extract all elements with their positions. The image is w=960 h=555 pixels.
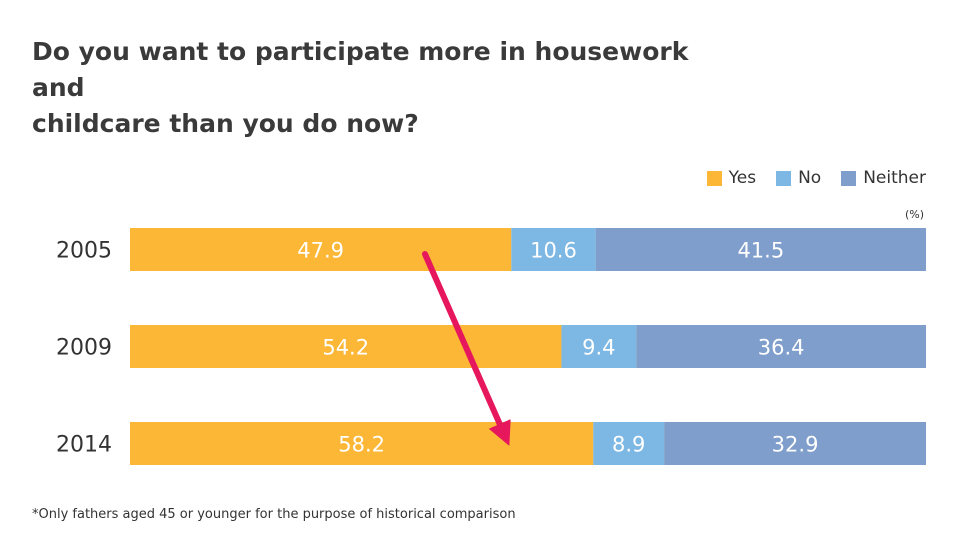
bar-no-2005	[511, 228, 596, 271]
footnote: *Only fathers aged 45 or younger for the…	[32, 507, 516, 522]
data-label-neither-2009: 36.4	[758, 336, 805, 360]
data-label-no-2009: 9.4	[582, 336, 615, 360]
legend-item-yes: Yes	[706, 168, 757, 188]
legend: Yes No Neither	[687, 168, 926, 188]
data-label-neither-2014: 32.9	[772, 433, 819, 457]
bar-no-2014	[593, 422, 665, 465]
data-label-yes-2014: 58.2	[338, 433, 385, 457]
category-label-2014: 2014	[56, 433, 112, 458]
data-label-yes-2005: 47.9	[297, 239, 344, 263]
trend-arrow-annotation	[422, 251, 511, 446]
bar-yes-2009	[130, 325, 562, 368]
bar-neither-2009	[636, 325, 926, 368]
data-label-no-2005: 10.6	[530, 239, 577, 263]
legend-swatch-neither	[841, 170, 857, 186]
chart-title-line-2: childcare than you do now?	[32, 109, 419, 138]
bar-neither-2014	[664, 422, 926, 465]
legend-item-no: No	[776, 168, 821, 188]
legend-label-neither: Neither	[863, 168, 926, 188]
legend-item-neither: Neither	[841, 168, 926, 188]
legend-swatch-yes	[706, 170, 722, 186]
unit-label: (%)	[904, 208, 924, 221]
legend-label-yes: Yes	[728, 168, 757, 188]
bar-yes-2005	[130, 228, 512, 271]
legend-label-no: No	[798, 168, 822, 188]
bar-yes-2014	[130, 422, 594, 465]
data-label-neither-2005: 41.5	[737, 239, 784, 263]
bar-neither-2005	[595, 228, 926, 271]
category-label-2005: 2005	[56, 239, 112, 264]
category-label-2009: 2009	[56, 336, 112, 361]
data-label-no-2014: 8.9	[612, 433, 645, 457]
chart-title: Do you want to participate more in house…	[32, 34, 732, 142]
data-label-yes-2009: 54.2	[322, 336, 369, 360]
bar-no-2009	[561, 325, 637, 368]
legend-swatch-no	[776, 170, 792, 186]
chart-title-line-1: Do you want to participate more in house…	[32, 37, 689, 102]
